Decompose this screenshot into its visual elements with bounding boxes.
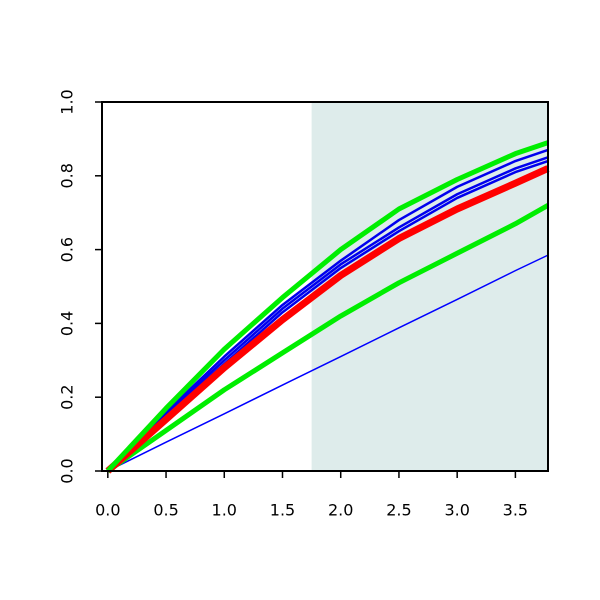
- y-tick-label: 0.4: [58, 311, 77, 336]
- y-tick-label: 0.2: [58, 384, 77, 409]
- series-line: [106, 203, 550, 474]
- y-tick-label: 0.0: [58, 458, 77, 483]
- x-tick-label: 1.0: [212, 501, 237, 520]
- plot-box: [101, 101, 549, 472]
- series-line: [105, 165, 550, 474]
- x-tick-label: 1.5: [270, 501, 295, 520]
- x-tick-label: 3.5: [503, 501, 528, 520]
- series-line: [105, 140, 549, 473]
- y-tick-label: 0.6: [58, 237, 77, 262]
- y-tick-label: 0.8: [58, 163, 77, 188]
- series-line: [106, 156, 549, 472]
- x-tick-label: 0.5: [153, 501, 178, 520]
- x-tick-label: 3.0: [444, 501, 469, 520]
- x-tick-label: 2.5: [386, 501, 411, 520]
- series-line: [106, 148, 549, 472]
- x-tick-label: 2.0: [328, 501, 353, 520]
- y-tick-label: 1.0: [58, 89, 77, 114]
- series-line: [107, 254, 549, 472]
- x-tick-label: 0.0: [95, 501, 120, 520]
